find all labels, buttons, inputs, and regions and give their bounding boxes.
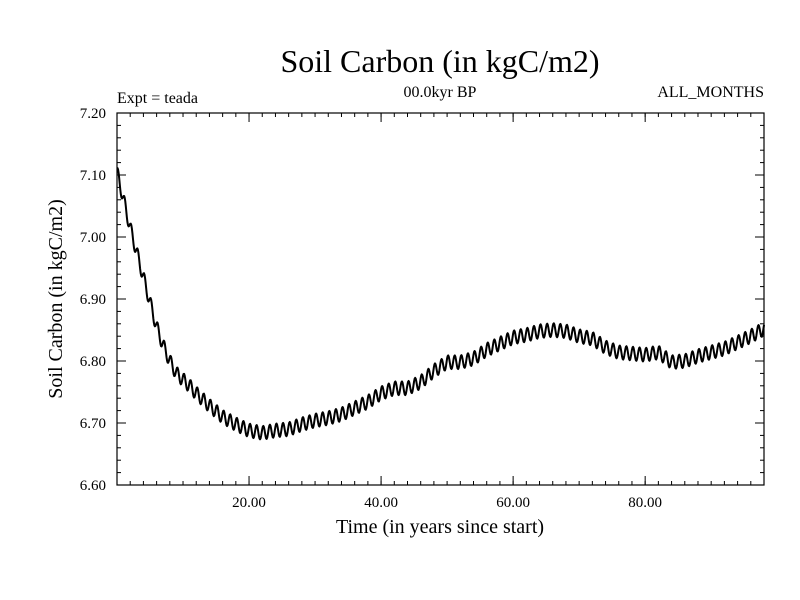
chart-subtitle: 00.0kyr BP: [404, 84, 477, 101]
y-tick-label: 7.00: [80, 230, 106, 246]
x-tick-label: 60.00: [496, 495, 530, 511]
y-tick-label: 6.80: [80, 354, 106, 370]
y-tick-label: 7.20: [80, 106, 106, 122]
y-tick-label: 6.60: [80, 478, 106, 494]
x-tick-label: 40.00: [364, 495, 398, 511]
y-tick-label: 6.70: [80, 416, 106, 432]
y-tick-label: 7.10: [80, 168, 106, 184]
x-tick-label: 20.00: [232, 495, 266, 511]
x-axis-ticks: 20.00 40.00 60.00 80.00: [129, 113, 765, 511]
x-tick-label: 80.00: [628, 495, 662, 511]
x-axis-label: Time (in years since start): [336, 516, 544, 538]
y-tick-label: 6.90: [80, 292, 106, 308]
y-axis-label: Soil Carbon (in kgC/m2): [45, 199, 67, 398]
plot-frame: [116, 112, 765, 486]
y-axis-ticks: 6.60 6.70 6.80 6.90 7.00 7.10 7.20: [80, 106, 764, 494]
chart-title: Soil Carbon (in kgC/m2): [280, 43, 599, 79]
soil-carbon-series-line: [116, 167, 765, 441]
expt-label: Expt = teada: [117, 90, 198, 107]
period-label: ALL_MONTHS: [657, 84, 764, 101]
